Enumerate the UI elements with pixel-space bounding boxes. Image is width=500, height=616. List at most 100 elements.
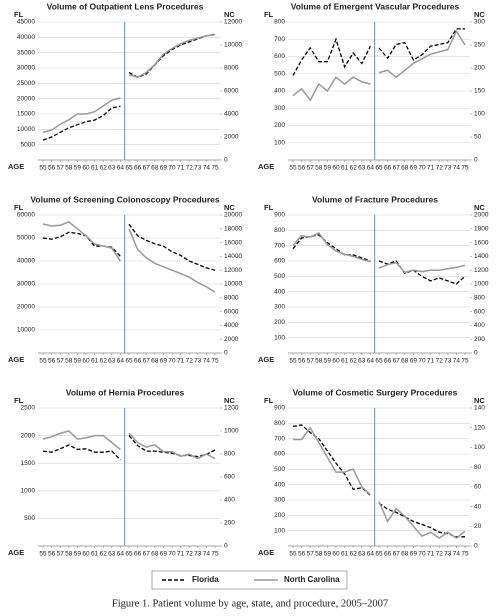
y-tick-label: 900 [274, 405, 285, 412]
y2-tick-label: 1200 [224, 405, 239, 412]
y2-tick-label: 1800 [474, 226, 489, 233]
series-line [292, 231, 466, 274]
x-tick-label: 75 [461, 358, 469, 365]
x-tick-label: 68 [401, 165, 409, 172]
y-tick-label: 400 [274, 88, 285, 95]
y2-tick-label: 10000 [224, 281, 242, 288]
y2-tick-label: 0 [224, 543, 228, 550]
x-tick-label: 66 [134, 165, 142, 172]
x-tick-label: 70 [418, 165, 426, 172]
y2-tick-label: 14000 [224, 253, 242, 260]
x-tick-label: 75 [211, 551, 219, 558]
x-tick-label: 65 [125, 358, 133, 365]
x-tick-label: 71 [427, 551, 435, 558]
x-tick-label: 64 [367, 165, 375, 172]
x-tick-label: 73 [444, 551, 452, 558]
y-axis-label: FL [264, 10, 274, 19]
x-axis-label: AGE [8, 548, 24, 557]
x-tick-label: 66 [384, 358, 392, 365]
x-tick-label: 62 [350, 165, 358, 172]
x-tick-label: 58 [65, 358, 73, 365]
y-tick-label: 40000 [17, 258, 35, 265]
x-tick-label: 70 [168, 358, 176, 365]
y2-tick-label: 0 [224, 157, 228, 164]
y-tick-label: 500 [274, 70, 285, 77]
y-tick-label: 200 [274, 319, 285, 326]
series-line [292, 29, 466, 102]
x-tick-label: 73 [444, 358, 452, 365]
x-tick-label: 74 [453, 358, 461, 365]
chart-title: Volume of Screening Colonoscopy Procedur… [30, 194, 220, 204]
y2-tick-label: 250 [474, 42, 485, 49]
x-tick-label: 60 [82, 358, 90, 365]
x-tick-label: 60 [82, 551, 90, 558]
series-line [292, 28, 465, 76]
y-tick-label: 1500 [21, 460, 36, 467]
y-tick-label: 20000 [17, 304, 35, 311]
x-tick-label: 59 [324, 358, 332, 365]
y-tick-label: 20000 [17, 95, 35, 102]
y-axis-label: FL [14, 10, 24, 19]
x-tick-label: 75 [211, 165, 219, 172]
y2-tick-label: 80 [474, 464, 482, 471]
x-tick-label: 64 [117, 358, 125, 365]
x-tick-label: 65 [375, 551, 383, 558]
x-tick-label: 69 [410, 165, 418, 172]
x-tick-label: 57 [57, 165, 65, 172]
y-tick-label: 30000 [17, 65, 35, 72]
x-tick-label: 74 [453, 551, 461, 558]
x-tick-label: 66 [134, 358, 142, 365]
y2-tick-label: 1400 [474, 253, 489, 260]
y2-tick-label: 120 [474, 424, 485, 431]
x-tick-label: 61 [91, 551, 99, 558]
x-tick-label: 68 [401, 551, 409, 558]
y2-tick-label: 400 [224, 497, 235, 504]
x-tick-label: 63 [108, 551, 116, 558]
y2-tick-label: 2000 [474, 212, 489, 219]
y2-tick-label: 100 [474, 111, 485, 118]
chart-title: Volume of Cosmetic Surgery Procedures [293, 387, 458, 397]
x-tick-label: 60 [332, 358, 340, 365]
y-tick-label: 700 [274, 36, 285, 43]
y2-tick-label: 400 [474, 322, 485, 329]
y-tick-label: 300 [274, 304, 285, 311]
x-tick-label: 72 [186, 165, 194, 172]
x-tick-label: 75 [211, 358, 219, 365]
y2-tick-label: 1000 [224, 428, 239, 435]
x-tick-label: 56 [48, 165, 56, 172]
y2-tick-label: 10000 [224, 42, 242, 49]
chart-title: Volume of Fracture Procedures [312, 194, 438, 204]
y2-axis-label: NC [474, 10, 485, 19]
x-tick-label: 75 [461, 551, 469, 558]
x-tick-label: 69 [410, 551, 418, 558]
y-tick-label: 500 [24, 515, 35, 522]
series-line [293, 426, 466, 540]
x-tick-label: 73 [194, 551, 202, 558]
y2-tick-label: 40 [474, 503, 482, 510]
y-tick-label: 500 [274, 273, 285, 280]
x-tick-label: 65 [375, 165, 383, 172]
y2-tick-label: 0 [474, 543, 478, 550]
chart-title: Volume of Outpatient Lens Procedures [47, 1, 204, 11]
y2-tick-label: 150 [474, 88, 485, 95]
x-tick-label: 57 [307, 551, 315, 558]
x-tick-label: 55 [289, 358, 297, 365]
y-tick-label: 100 [274, 139, 285, 146]
x-tick-label: 63 [358, 358, 366, 365]
y-tick-label: 300 [274, 497, 285, 504]
x-tick-label: 69 [160, 551, 168, 558]
x-tick-label: 68 [401, 358, 409, 365]
y2-tick-label: 200 [474, 336, 485, 343]
x-tick-label: 61 [341, 358, 349, 365]
x-tick-label: 67 [143, 551, 151, 558]
y-tick-label: 35000 [17, 49, 35, 56]
y2-tick-label: 12000 [224, 267, 242, 274]
y-tick-label: 50000 [17, 235, 35, 242]
x-tick-label: 55 [289, 551, 297, 558]
series-line [292, 234, 466, 285]
x-tick-label: 63 [108, 358, 116, 365]
y2-tick-label: 20 [474, 523, 482, 530]
x-tick-label: 55 [39, 358, 47, 365]
x-tick-label: 70 [168, 551, 176, 558]
